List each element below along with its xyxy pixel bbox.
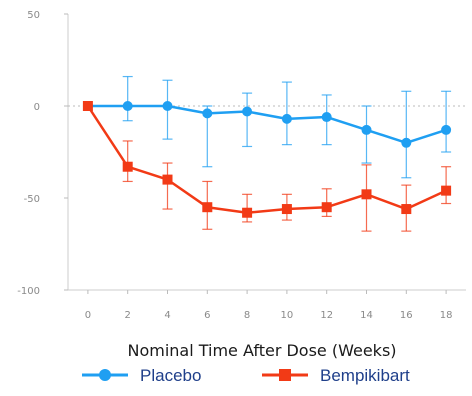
data-point (242, 207, 253, 218)
y-tick-group: 50 0 -50 -100 (17, 10, 68, 297)
data-point (122, 161, 133, 172)
x-tick-label: 16 (400, 310, 413, 321)
data-point (242, 106, 253, 117)
x-tick-group: 0 2 4 6 8 10 12 14 16 18 (85, 290, 453, 321)
y-tick-label: -50 (24, 194, 40, 205)
data-point (202, 202, 213, 213)
x-tick-label: 14 (360, 310, 373, 321)
data-point (401, 137, 412, 148)
data-point (321, 112, 332, 123)
y-tick-label: 0 (34, 102, 40, 113)
x-tick-label: 8 (244, 310, 250, 321)
series-line (87, 104, 447, 145)
series-line (86, 105, 447, 214)
data-point (281, 113, 292, 124)
x-tick-label: 2 (125, 310, 131, 321)
legend-item-bempikibart: Bempikibart (262, 366, 410, 385)
data-point (122, 101, 133, 111)
x-tick-label: 6 (204, 310, 210, 321)
data-point (441, 124, 452, 135)
legend-marker (99, 369, 111, 381)
data-point (281, 204, 292, 215)
legend: Placebo Bempikibart (82, 366, 410, 385)
legend-label: Placebo (140, 366, 201, 385)
data-point (82, 101, 93, 111)
x-tick-label: 4 (164, 310, 170, 321)
x-tick-label: 18 (440, 310, 453, 321)
data-point (202, 108, 213, 119)
data-point (361, 124, 372, 135)
data-point (162, 101, 173, 111)
x-tick-label: 10 (281, 310, 294, 321)
y-tick-label: -100 (17, 286, 40, 297)
series-placebo (82, 75, 452, 179)
x-tick-label: 12 (320, 310, 333, 321)
y-tick-label: 50 (27, 10, 40, 21)
legend-marker (279, 369, 291, 381)
legend-item-placebo: Placebo (82, 366, 201, 385)
data-point (401, 204, 412, 215)
x-axis-label: Nominal Time After Dose (Weeks) (127, 341, 396, 360)
data-point (361, 189, 372, 200)
data-point (321, 202, 332, 213)
data-point (162, 174, 173, 185)
data-point (441, 185, 452, 196)
legend-label: Bempikibart (320, 366, 410, 385)
x-tick-label: 0 (85, 310, 91, 321)
series-bempikibart (82, 101, 452, 232)
series-layer (82, 75, 452, 232)
